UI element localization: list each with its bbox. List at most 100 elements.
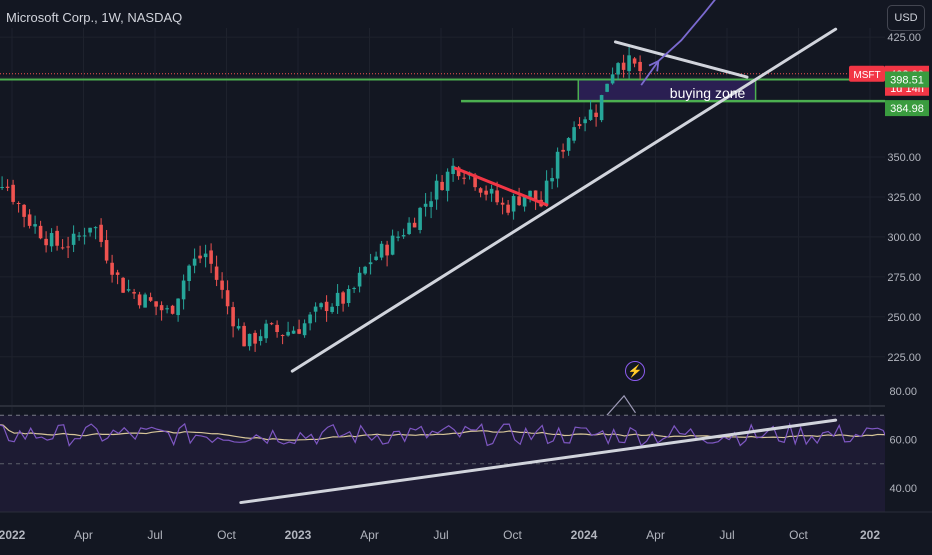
time-tick-label: Jul [433,528,448,542]
candle-body [165,308,169,309]
candle-body [187,266,191,281]
candle-body [264,324,268,339]
candle-body [380,244,384,258]
candle-body [501,203,505,205]
candle-body [314,307,318,312]
candle-body [83,235,87,236]
candle-body [44,239,48,245]
price-tick-label: 250.00 [887,312,921,324]
time-tick-label: 2024 [571,528,598,542]
candle-body [209,250,213,263]
candle-body [17,203,21,204]
candle-body [622,63,626,70]
time-tick-label: 202 [860,528,880,542]
candle-body [325,302,329,311]
candle-body [72,234,76,245]
candle-body [204,254,208,258]
candle-body [633,58,637,63]
time-tick-label: Apr [74,528,93,542]
time-tick-label: Jul [719,528,734,542]
candle-body [143,295,147,308]
candle-body [462,178,466,179]
candle-body [479,188,483,192]
candle-body [369,262,373,264]
candle-body [495,190,499,202]
candle-body [61,247,65,248]
candle-body [308,315,312,324]
time-tick-label: 2023 [285,528,312,542]
candle-body [638,62,642,71]
projection-arrow-path [641,0,730,85]
candle-body [220,281,224,290]
candle-body [616,63,620,74]
candle-body [11,185,15,202]
candle-body [154,301,158,306]
candle-body [237,326,241,328]
candle-body [253,333,257,344]
candle-body [281,335,285,336]
candle-body [517,196,521,205]
candle-body [429,201,433,207]
candle-body [589,110,593,120]
candle-body [231,307,235,326]
candle-body [424,204,428,207]
lightning-bolt-icon[interactable]: ⚡ [625,361,645,381]
candle-body [198,256,202,259]
candle-body [347,289,351,303]
candle-body [512,196,516,212]
candle-body [594,113,598,117]
candle-body [330,307,334,312]
candle-body [132,292,136,293]
candle-body [303,323,307,335]
candle-body [66,246,70,247]
candle-body [578,124,582,126]
candle-body [160,305,164,310]
candle-body [363,267,367,274]
candles-group [0,45,642,351]
candle-body [391,236,395,255]
candle-body [352,288,356,289]
time-tick-label: Apr [360,528,379,542]
candle-body [611,74,615,83]
candle-body [341,292,345,303]
candle-body [116,272,120,274]
price-tick-label: 225.00 [887,352,921,364]
candle-body [138,294,142,305]
time-tick-label: Oct [217,528,236,542]
candle-body [28,214,32,225]
price-tick-label: 325.00 [887,192,921,204]
candle-body [358,273,362,287]
candle-body [418,208,422,230]
candle-body [484,191,488,195]
time-tick-label: Jul [147,528,162,542]
price-tick-label: 350.00 [887,152,921,164]
currency-button[interactable]: USD [887,5,925,31]
candle-body [77,236,81,237]
candle-body [336,293,340,306]
candle-body [105,240,109,261]
time-tick-label: Oct [503,528,522,542]
time-tick-label: 2022 [0,528,26,542]
price-tick-label: 425.00 [887,32,921,44]
time-tick-label: Oct [789,528,808,542]
candle-body [33,224,37,226]
candle-body [215,267,219,280]
rsi-tick-label: 40.00 [889,483,917,495]
level1-badge-label: 398.51 [890,74,924,86]
candle-body [627,55,631,71]
candle-body [435,181,439,200]
candle-body [99,225,103,242]
candle-body [402,235,406,236]
candle-body [292,331,296,334]
candle-body [506,205,510,213]
candle-body [583,119,587,123]
rsi-tick-label: 80.00 [889,386,917,398]
candle-body [127,289,131,290]
chart-title: Microsoft Corp., 1W, NASDAQ [6,10,182,25]
candle-body [605,84,609,92]
candle-body [396,237,400,238]
candle-body [22,205,26,217]
candle-body [550,178,554,181]
candle-body [94,227,98,228]
